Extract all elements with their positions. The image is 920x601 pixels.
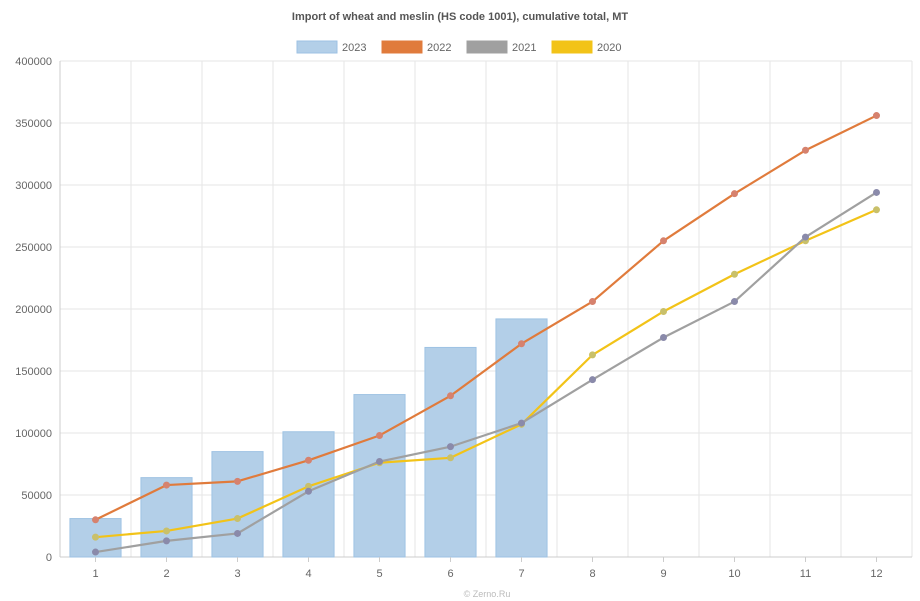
legend-label-2020: 2020	[597, 42, 621, 54]
point-2022	[802, 146, 809, 154]
x-tick-label: 6	[447, 568, 453, 580]
point-2022	[163, 481, 170, 489]
y-tick-label: 0	[46, 552, 52, 564]
point-2020	[731, 270, 738, 278]
y-tick-label: 250000	[15, 242, 52, 254]
point-2020	[92, 533, 99, 541]
point-2020	[163, 527, 170, 535]
point-2021	[234, 529, 241, 537]
point-2022	[234, 477, 241, 485]
point-2021	[589, 376, 596, 384]
y-tick-label: 50000	[21, 490, 52, 502]
x-tick-label: 9	[660, 568, 666, 580]
legend-label-2021: 2021	[512, 42, 536, 54]
watermark: © Zerno.Ru	[464, 589, 511, 599]
point-2022	[305, 456, 312, 464]
point-2021	[447, 443, 454, 451]
legend-swatch-2020	[551, 40, 593, 54]
point-2021	[731, 298, 738, 306]
x-tick-label: 2	[163, 568, 169, 580]
line-2020	[95, 208, 877, 539]
bar-2023-6	[424, 346, 477, 558]
point-2022	[376, 431, 383, 439]
bar-2023-5	[353, 394, 406, 558]
point-2021	[163, 537, 170, 545]
point-2020	[589, 351, 596, 359]
legend-swatch-2022	[381, 40, 423, 54]
bar-2023-3	[211, 451, 264, 558]
legend-swatch-2021	[466, 40, 508, 54]
line-2022	[95, 114, 877, 521]
point-2022	[589, 298, 596, 306]
legend-label-2022: 2022	[427, 42, 451, 54]
legend: 2023 2022 2021 2020	[296, 40, 621, 54]
point-2020	[234, 515, 241, 523]
y-tick-label: 200000	[15, 304, 52, 316]
y-tick-label: 150000	[15, 366, 52, 378]
line-2021	[95, 191, 878, 554]
point-2022	[660, 237, 667, 245]
point-2021	[92, 548, 99, 556]
x-tick-label: 11	[800, 568, 811, 580]
point-2020	[873, 206, 880, 214]
x-tick-label: 7	[518, 568, 524, 580]
point-2021	[376, 458, 383, 466]
legend-label-2023: 2023	[342, 42, 366, 54]
point-2021	[802, 233, 809, 241]
point-2022	[447, 392, 454, 400]
x-tick-label: 5	[376, 568, 382, 580]
y-tick-label: 100000	[15, 428, 52, 440]
point-2021	[873, 188, 880, 196]
y-tick-label: 400000	[15, 56, 52, 68]
x-tick-label: 3	[234, 568, 240, 580]
y-axis: 0 50000 100000 150000 200000 250000 300000 3500…	[15, 56, 52, 564]
point-2020	[447, 454, 454, 462]
x-tick-label: 10	[728, 568, 740, 580]
bar-2023-2	[140, 477, 193, 558]
line-series	[92, 112, 880, 556]
point-2021	[518, 419, 525, 427]
y-tick-label: 300000	[15, 180, 52, 192]
x-tick-label: 8	[589, 568, 595, 580]
x-tick-label: 1	[92, 568, 98, 580]
point-2022	[518, 340, 525, 348]
bar-2023-7	[495, 318, 548, 558]
legend-swatch-2023	[296, 40, 338, 54]
x-tick-label: 4	[305, 568, 311, 580]
x-tick-label: 12	[870, 568, 882, 580]
y-tick-label: 350000	[15, 118, 52, 130]
point-2022	[92, 516, 99, 524]
chart-title: Import of wheat and meslin (HS code 1001…	[292, 11, 628, 23]
point-2021	[305, 487, 312, 495]
point-2021	[660, 334, 667, 342]
point-2022	[873, 112, 880, 120]
point-2022	[731, 190, 738, 198]
point-2020	[660, 307, 667, 315]
x-axis: 1 2 3 4 5 6 7 8 9 10 11 12	[92, 557, 883, 580]
